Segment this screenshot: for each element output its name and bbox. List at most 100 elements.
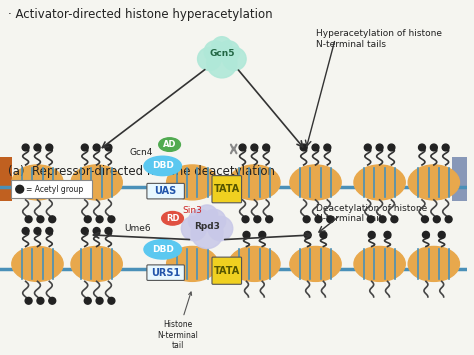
Circle shape <box>16 185 24 193</box>
Circle shape <box>384 231 391 238</box>
Circle shape <box>191 217 223 248</box>
Text: TATA: TATA <box>214 184 240 194</box>
Circle shape <box>34 228 41 234</box>
Text: TATA: TATA <box>214 266 240 276</box>
Circle shape <box>251 144 258 151</box>
Ellipse shape <box>12 246 63 282</box>
Ellipse shape <box>159 138 181 151</box>
Text: · Activator-directed histone hyperacetylation: · Activator-directed histone hyperacetyl… <box>8 8 273 21</box>
Circle shape <box>96 216 103 223</box>
Text: = Acetyl group: = Acetyl group <box>26 185 83 194</box>
Circle shape <box>312 144 319 151</box>
Circle shape <box>22 228 29 234</box>
Ellipse shape <box>71 165 122 200</box>
Circle shape <box>208 216 233 241</box>
Circle shape <box>25 216 32 223</box>
Circle shape <box>303 216 310 223</box>
FancyBboxPatch shape <box>147 184 184 199</box>
Ellipse shape <box>408 246 459 282</box>
Circle shape <box>108 297 115 304</box>
Circle shape <box>266 216 273 223</box>
Circle shape <box>189 209 211 232</box>
Circle shape <box>82 144 88 151</box>
Circle shape <box>96 297 103 304</box>
Ellipse shape <box>229 165 280 200</box>
Circle shape <box>223 48 246 71</box>
Circle shape <box>368 231 375 238</box>
Circle shape <box>263 144 270 151</box>
Circle shape <box>25 297 32 304</box>
Ellipse shape <box>354 246 405 282</box>
Circle shape <box>22 144 29 151</box>
Circle shape <box>46 228 53 234</box>
Circle shape <box>445 216 452 223</box>
Circle shape <box>34 144 41 151</box>
Text: Gcn5: Gcn5 <box>209 49 235 58</box>
Text: Gcn4: Gcn4 <box>129 148 153 157</box>
FancyBboxPatch shape <box>212 176 242 203</box>
Circle shape <box>49 297 56 304</box>
Circle shape <box>108 216 115 223</box>
Text: (a)  Repressor-directed histone deacetylation: (a) Repressor-directed histone deacetyla… <box>8 165 275 178</box>
Circle shape <box>259 231 266 238</box>
Ellipse shape <box>167 246 218 282</box>
Circle shape <box>315 216 322 223</box>
FancyBboxPatch shape <box>212 257 242 284</box>
Text: Hyperacetylation of histone
N-terminal tails: Hyperacetylation of histone N-terminal t… <box>316 29 441 49</box>
FancyBboxPatch shape <box>452 157 467 201</box>
Circle shape <box>196 205 218 226</box>
Circle shape <box>84 297 91 304</box>
Text: Deacetylation of histone
N-terminal tails: Deacetylation of histone N-terminal tail… <box>316 204 427 223</box>
Circle shape <box>379 216 386 223</box>
Text: AD: AD <box>163 140 176 149</box>
Circle shape <box>93 228 100 234</box>
Text: Rpd3: Rpd3 <box>194 222 220 231</box>
Ellipse shape <box>144 156 182 176</box>
Ellipse shape <box>71 246 122 282</box>
Text: Sin3: Sin3 <box>182 206 202 215</box>
Circle shape <box>82 228 88 234</box>
Circle shape <box>254 216 261 223</box>
Circle shape <box>84 216 91 223</box>
Circle shape <box>37 216 44 223</box>
Circle shape <box>49 216 56 223</box>
Circle shape <box>243 231 250 238</box>
Circle shape <box>430 144 438 151</box>
Ellipse shape <box>167 165 218 200</box>
Ellipse shape <box>12 165 63 200</box>
FancyBboxPatch shape <box>11 180 91 198</box>
FancyBboxPatch shape <box>147 265 184 280</box>
Ellipse shape <box>354 165 405 200</box>
Circle shape <box>376 144 383 151</box>
Circle shape <box>93 144 100 151</box>
FancyBboxPatch shape <box>0 157 12 201</box>
Circle shape <box>433 216 440 223</box>
Circle shape <box>304 231 311 238</box>
Circle shape <box>442 144 449 151</box>
Circle shape <box>388 144 395 151</box>
Circle shape <box>324 144 331 151</box>
Text: Ume6: Ume6 <box>124 224 151 233</box>
Circle shape <box>300 144 307 151</box>
Circle shape <box>207 48 237 78</box>
Ellipse shape <box>144 240 182 259</box>
Circle shape <box>105 228 112 234</box>
Ellipse shape <box>162 212 183 225</box>
Text: DBD: DBD <box>152 245 173 254</box>
Circle shape <box>204 41 226 62</box>
Ellipse shape <box>408 165 459 200</box>
Circle shape <box>37 297 44 304</box>
Circle shape <box>198 48 221 71</box>
Text: RD: RD <box>166 214 179 223</box>
Circle shape <box>212 37 232 56</box>
Circle shape <box>239 144 246 151</box>
Circle shape <box>182 216 206 241</box>
Text: DBD: DBD <box>152 162 173 170</box>
Circle shape <box>367 216 374 223</box>
Circle shape <box>218 41 239 62</box>
Circle shape <box>365 144 371 151</box>
Circle shape <box>421 216 428 223</box>
Circle shape <box>327 216 334 223</box>
Text: Histone
N-terminal
tail: Histone N-terminal tail <box>157 292 198 350</box>
Circle shape <box>391 216 398 223</box>
